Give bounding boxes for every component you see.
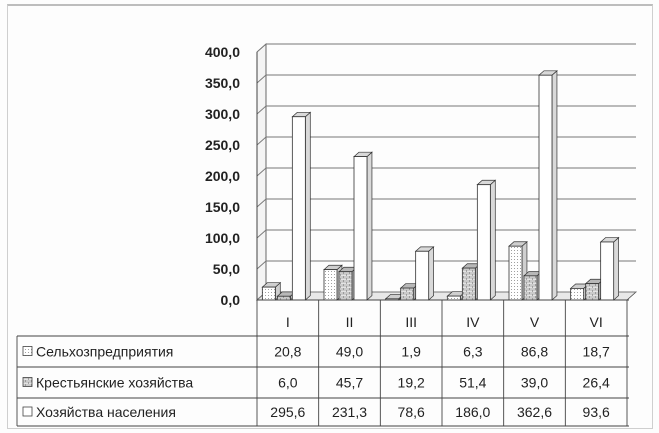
data-label: 39,0 <box>521 375 548 391</box>
bar-side <box>613 236 619 301</box>
y-tick-label: 100,0 <box>205 230 240 246</box>
bar <box>384 293 405 301</box>
data-label: 19,2 <box>398 375 425 391</box>
data-label: 186,0 <box>455 404 490 420</box>
bar <box>353 151 373 301</box>
y-tick-label: 0,0 <box>221 292 241 308</box>
data-label: 93,6 <box>583 404 610 420</box>
legend-label: Крестьянские хозяйства <box>36 375 193 391</box>
y-tick-label: 200,0 <box>205 168 240 184</box>
legend-swatch <box>22 406 33 417</box>
bar-side <box>366 151 373 301</box>
bar-side <box>489 179 496 301</box>
data-label: 49,0 <box>336 344 363 360</box>
bar-side <box>551 70 558 301</box>
gridline-side <box>256 260 267 270</box>
bar <box>261 281 282 301</box>
bar <box>446 290 467 301</box>
bar-front <box>353 156 368 301</box>
bar <box>276 291 297 301</box>
y-tick-label: 250,0 <box>205 137 240 153</box>
gridline-side <box>256 136 267 146</box>
bar-front <box>261 286 276 301</box>
y-tick-label: 50,0 <box>213 261 240 277</box>
bar-front <box>461 267 476 301</box>
data-label: 45,7 <box>336 375 363 391</box>
bar-front <box>291 116 306 301</box>
y-tick-label: 400,0 <box>205 44 240 60</box>
bar-front <box>476 184 491 301</box>
gridline-side <box>256 229 267 239</box>
x-tick-label: IV <box>466 314 480 330</box>
bar <box>476 179 497 301</box>
x-tick-label: VI <box>590 314 603 330</box>
legend-swatch <box>22 346 33 356</box>
chart-frame <box>7 4 653 429</box>
data-label: 51,4 <box>459 375 486 391</box>
data-label: 6,0 <box>278 375 298 391</box>
legend-swatch <box>22 377 33 387</box>
gridline-side <box>256 74 267 84</box>
data-label: 231,3 <box>332 404 367 420</box>
bar <box>291 111 312 301</box>
legend-label: Хозяйства населения <box>36 404 176 420</box>
bar-front <box>600 241 615 301</box>
bar <box>508 241 528 301</box>
bar <box>538 70 558 301</box>
bar-front <box>323 269 338 301</box>
data-label: 78,6 <box>398 404 425 420</box>
data-label: 6,3 <box>463 344 483 360</box>
y-tick-label: 150,0 <box>205 199 240 215</box>
data-label: 362,6 <box>517 404 552 420</box>
bar-front <box>338 271 353 301</box>
x-tick-label: II <box>346 314 354 330</box>
bar-front <box>446 295 461 301</box>
data-label: 26,4 <box>583 375 610 391</box>
data-label: 20,8 <box>274 344 301 360</box>
y-tick-label: 300,0 <box>205 106 240 122</box>
gridline-side <box>256 43 267 53</box>
bar <box>599 236 620 301</box>
x-tick-label: V <box>530 314 540 330</box>
gridline-side <box>256 198 267 208</box>
bar-front <box>400 287 415 301</box>
bar-front <box>276 295 291 301</box>
bar-side <box>304 111 311 301</box>
gridline-side <box>256 105 267 115</box>
y-tick-label: 350,0 <box>205 75 240 91</box>
bar <box>461 262 482 301</box>
gridline-side <box>256 167 267 177</box>
bar-front <box>538 74 553 301</box>
data-label: 295,6 <box>270 404 305 420</box>
x-tick-label: I <box>286 314 290 330</box>
x-tick-label: III <box>405 314 417 330</box>
bar-front <box>585 283 600 301</box>
data-label: 1,9 <box>401 344 421 360</box>
bar-front <box>415 250 430 301</box>
data-label: 18,7 <box>583 344 610 360</box>
legend-label: Сельхозпредприятия <box>36 344 173 360</box>
bar-front <box>523 275 538 301</box>
bar-front <box>508 245 523 301</box>
bar-front <box>570 288 585 301</box>
bar <box>414 246 435 301</box>
data-label: 86,8 <box>521 344 548 360</box>
bar-side <box>428 246 434 301</box>
